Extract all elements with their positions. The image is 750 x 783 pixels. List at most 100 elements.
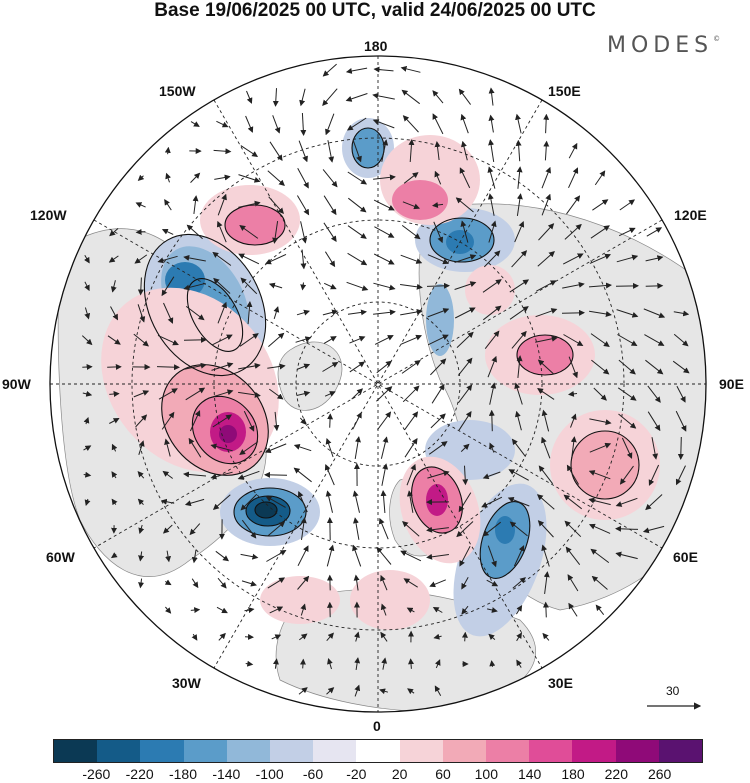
wind-arrow: [373, 66, 394, 73]
wind-arrow: [457, 384, 473, 404]
wind-arrow: [373, 174, 396, 181]
wind-arrow: [352, 544, 362, 567]
wind-arrow: [372, 119, 395, 129]
colorbar-swatch: [183, 740, 227, 762]
wind-arrow: [269, 606, 284, 614]
wind-arrow: [272, 115, 281, 134]
wind-arrow: [189, 523, 201, 536]
wind-arrow: [327, 413, 334, 428]
wind-arrow: [165, 550, 172, 563]
wind-arrow: [137, 498, 145, 506]
colorbar-swatch: [313, 740, 357, 762]
wind-arrow: [296, 390, 311, 397]
wind-arrow: [511, 438, 526, 457]
wind-arrow: [135, 414, 148, 428]
wind-arrow: [432, 90, 444, 104]
wind-arrow: [216, 220, 227, 243]
wind-arrow: [352, 140, 362, 163]
wind-arrow: [84, 281, 90, 292]
wind-arrow: [616, 254, 639, 263]
wind-arrow: [403, 172, 419, 184]
wind-arrow: [488, 220, 497, 243]
wind-arrow: [135, 228, 146, 235]
wind-arrow: [300, 112, 307, 136]
wind-arrow: [295, 336, 312, 343]
wind-arrow: [269, 141, 283, 162]
wind-arrow: [298, 140, 308, 163]
wind-arrow: [459, 545, 471, 567]
wind-arrow: [347, 171, 368, 185]
wind-arrow: [191, 578, 199, 589]
wind-arrow: [183, 254, 206, 262]
wind-arrow: [238, 174, 261, 183]
wind-arrow: [323, 282, 337, 290]
wind-arrow: [489, 660, 496, 667]
wind-arrow: [239, 225, 259, 239]
wind-arrow: [408, 658, 415, 669]
wind-arrow: [297, 490, 308, 513]
wind-arrow: [372, 92, 395, 100]
wind-arrow: [322, 63, 337, 77]
wind-arrow: [402, 115, 419, 133]
wind-arrow: [562, 281, 585, 289]
wind-arrow: [376, 360, 392, 374]
wind-arrow: [509, 279, 530, 293]
wind-arrow: [325, 490, 333, 513]
wind-arrow: [345, 93, 368, 102]
wind-arrow: [327, 140, 335, 163]
wind-arrow: [645, 359, 664, 375]
wind-arrow: [486, 607, 498, 613]
wind-arrow: [537, 251, 555, 267]
wind-arrow: [455, 197, 474, 213]
wind-arrow: [164, 146, 171, 155]
wind-arrow: [293, 467, 312, 483]
wind-arrow: [84, 498, 91, 506]
wind-arrow: [541, 193, 551, 216]
wind-arrow: [431, 383, 445, 404]
wind-arrow: [111, 471, 118, 479]
wind-arrow: [406, 463, 416, 486]
wind-arrow: [137, 277, 144, 296]
wind-arrow: [541, 166, 551, 189]
colorbar: [53, 739, 703, 763]
label-60e: 60E: [673, 549, 698, 565]
wind-arrow: [568, 390, 578, 397]
wind-arrow: [240, 493, 258, 511]
wind-arrow: [568, 167, 579, 189]
colorbar-tick-label: 60: [435, 766, 451, 782]
wind-arrow: [570, 436, 577, 459]
wind-arrow: [482, 279, 502, 293]
wind-arrow: [84, 307, 91, 320]
wind-arrow: [84, 255, 90, 264]
wind-arrow: [430, 413, 446, 429]
wind-arrow: [516, 166, 523, 189]
wind-arrow: [676, 385, 686, 403]
wind-arrow: [651, 437, 659, 460]
wind-arrow: [621, 437, 633, 459]
wind-arrow: [487, 545, 497, 568]
wind-arrow: [513, 545, 525, 567]
wind-arrow: [327, 658, 333, 670]
wind-arrow: [110, 552, 118, 559]
wind-arrow: [432, 202, 444, 208]
wind-arrow: [564, 520, 582, 538]
wind-arrow: [507, 497, 530, 507]
wind-arrow: [297, 545, 309, 567]
wind-arrow: [460, 443, 470, 452]
wind-arrow: [211, 389, 234, 398]
label-30e: 30E: [548, 675, 573, 691]
wind-arrow: [381, 139, 389, 162]
wind-arrow: [647, 411, 661, 432]
wind-arrow: [537, 359, 554, 375]
wind-arrow: [433, 221, 444, 244]
wind-arrow: [137, 174, 145, 181]
colorbar-swatch: [226, 740, 271, 762]
wind-arrow: [535, 335, 558, 343]
wind-arrow: [646, 227, 663, 237]
colorbar-tick-label: 20: [391, 766, 408, 782]
wind-arrow: [460, 113, 469, 134]
wind-arrow: [542, 601, 549, 618]
wind-arrow: [265, 253, 287, 265]
wind-arrow: [268, 196, 284, 214]
wind-arrow: [83, 445, 92, 452]
